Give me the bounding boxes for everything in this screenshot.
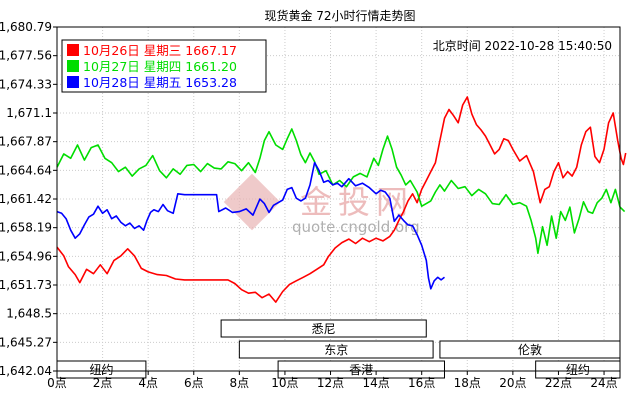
- series-line: [56, 96, 627, 303]
- y-tick-label: 1,658.19: [0, 221, 52, 235]
- session-label: 伦敦: [518, 342, 542, 357]
- y-tick-label: 1,671.1: [6, 106, 52, 120]
- chart-title: 现货黄金 72小时行情走势图: [264, 8, 415, 23]
- session-label: 香港: [349, 363, 373, 377]
- y-tick-label: 1,677.56: [0, 49, 52, 63]
- legend-swatch: [67, 44, 79, 56]
- watermark-url: quote.cngold.org: [292, 218, 420, 236]
- legend-box: [61, 39, 267, 93]
- x-tick-label: 0点: [47, 376, 67, 390]
- x-tick-label: 24点: [590, 376, 617, 390]
- session-box: [220, 319, 427, 338]
- y-tick-label: 1,645.27: [0, 335, 52, 349]
- session-label: 纽约: [566, 362, 590, 377]
- y-tick-label: 1,648.5: [6, 307, 52, 321]
- series-line: [56, 128, 626, 255]
- watermark-brand: 金投网: [300, 183, 414, 221]
- session-label: 悉尼: [312, 322, 336, 336]
- legend-label: 10月26日 星期三 1667.17: [83, 43, 237, 58]
- price-series: [56, 96, 627, 303]
- timestamp: 北京时间 2022-10-28 15:40:50: [433, 39, 612, 53]
- y-tick-label: 1,642.04: [0, 364, 52, 378]
- y-tick-label: 1,680.79: [0, 20, 52, 34]
- y-tick-label: 1,651.73: [0, 278, 52, 292]
- x-tick-label: 12点: [317, 376, 344, 390]
- x-tick-label: 14点: [362, 376, 389, 390]
- x-tick-label: 4点: [138, 376, 158, 390]
- y-tick-label: 1,661.42: [0, 192, 52, 206]
- watermark-logo: [223, 173, 281, 231]
- x-tick-label: 10点: [271, 376, 298, 390]
- x-tick-label: 8点: [230, 376, 250, 390]
- y-tick-label: 1,674.33: [0, 77, 52, 91]
- session-label: 纽约: [89, 362, 113, 377]
- legend-swatch: [67, 76, 79, 88]
- x-tick-label: 16点: [408, 376, 435, 390]
- y-tick-label: 1,667.87: [0, 135, 52, 149]
- legend-label: 10月27日 星期四 1661.20: [83, 59, 237, 74]
- x-tick-label: 20点: [499, 376, 526, 390]
- series-line: [56, 161, 445, 290]
- x-tick-label: 22点: [545, 376, 572, 390]
- session-box: [277, 360, 445, 379]
- session-box: [238, 340, 434, 359]
- x-tick-label: 18点: [454, 376, 481, 390]
- session-label: 东京: [324, 343, 348, 357]
- legend-swatch: [67, 60, 79, 72]
- y-tick-label: 1,664.64: [0, 163, 52, 177]
- legend-label: 10月28日 星期五 1653.28: [83, 75, 237, 90]
- x-axis: 0点 2点 4点 6点 8点 10点 12点 14点 16点 18点 20点 22点 24点: [47, 371, 618, 390]
- y-axis: 1,680.79 1,677.56 1,674.33 1,671.1 1,667.87 1…: [0, 20, 57, 378]
- x-tick-label: 2点: [93, 376, 113, 390]
- y-tick-label: 1,654.96: [0, 249, 52, 263]
- x-tick-label: 6点: [184, 376, 204, 390]
